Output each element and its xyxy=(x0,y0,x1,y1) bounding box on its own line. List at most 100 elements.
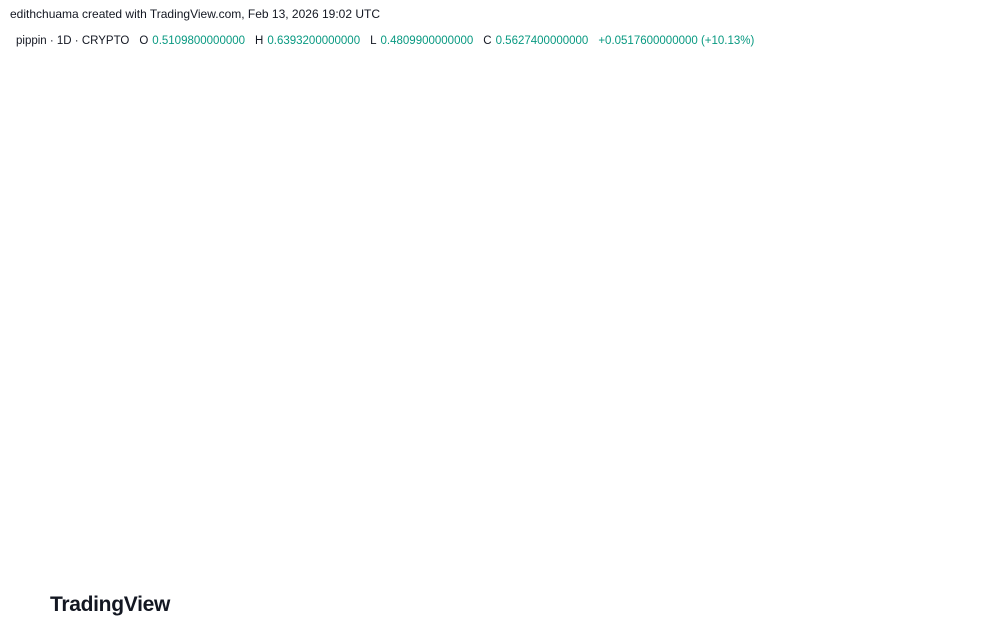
candle-body xyxy=(42,499,46,502)
candle-body xyxy=(282,465,286,470)
candle-body xyxy=(582,306,586,313)
candle-body xyxy=(60,499,64,501)
y-tick-label: 0.4500000000000 xyxy=(880,224,977,238)
event-icon[interactable] xyxy=(753,499,773,519)
candle-body xyxy=(666,232,670,264)
y-tick-label: 0.3500000000000 xyxy=(880,286,977,300)
candle-body xyxy=(186,488,190,491)
candle-body xyxy=(720,398,724,408)
candle-body xyxy=(450,207,454,239)
y-tick-label: 0.4000000000000 xyxy=(880,255,977,269)
candle-body xyxy=(444,238,448,294)
candle-body xyxy=(312,450,316,460)
candle-body xyxy=(138,490,142,492)
candle-body xyxy=(570,306,574,313)
attribution: edithchuama created with TradingView.com… xyxy=(10,7,380,21)
y-tick-label: −0.0500000000000 xyxy=(880,532,984,546)
candle-body xyxy=(300,468,304,471)
candle-body xyxy=(108,485,112,494)
symbol: pippin · 1D · CRYPTO xyxy=(16,35,130,47)
y-tick-label: 0.7000000000000 xyxy=(880,71,977,85)
candle-body xyxy=(744,275,748,328)
candle-body xyxy=(546,256,550,307)
candle-body xyxy=(144,490,148,494)
candle-body xyxy=(354,355,358,402)
candle-body xyxy=(150,491,154,494)
y-tick-label: 0.1000000000000 xyxy=(880,440,977,454)
candle-body xyxy=(222,490,226,493)
candle-body xyxy=(510,238,514,251)
candle-body xyxy=(678,324,682,362)
y-tick-label: 0.2000000000000 xyxy=(880,378,977,392)
x-tick-label: Mar xyxy=(850,554,871,568)
candle-body xyxy=(342,382,346,393)
flag-icon[interactable] xyxy=(753,523,773,543)
y-tick-label: 0.1500000000000 xyxy=(880,409,977,423)
candle-body xyxy=(258,492,262,495)
candle-body xyxy=(756,195,760,220)
candle-body xyxy=(210,489,214,492)
candle-body xyxy=(336,367,340,383)
candle-body xyxy=(228,491,232,493)
candle-body xyxy=(612,309,616,325)
candle-body xyxy=(732,336,736,396)
candle-body xyxy=(600,312,604,322)
candle-body xyxy=(576,306,580,313)
chart-frame xyxy=(9,27,988,576)
candle-body xyxy=(12,501,16,505)
candle-body xyxy=(648,293,652,319)
y-tick-label: 0.3000000000000 xyxy=(880,317,977,331)
candle-body xyxy=(522,189,526,233)
candle-body xyxy=(102,485,106,491)
candle-body xyxy=(468,183,472,202)
candle-body xyxy=(738,327,742,337)
candle-body xyxy=(234,491,238,494)
candle-body xyxy=(366,312,370,368)
candle-body xyxy=(624,281,628,337)
candle-body xyxy=(162,489,166,493)
y-tick-label: 0.0500000000000 xyxy=(880,470,977,484)
y-tick-label: 0.6500000000000 xyxy=(880,101,977,115)
candle-body xyxy=(156,489,160,492)
plot-area xyxy=(10,75,866,507)
candle-body xyxy=(48,499,52,501)
candle-body xyxy=(24,501,28,503)
low-label: L xyxy=(370,35,377,47)
open-label: O xyxy=(139,35,149,47)
x-tick-label: 2026 xyxy=(493,554,520,568)
candle-body xyxy=(516,189,520,239)
candle-body xyxy=(168,491,172,493)
candle-body xyxy=(126,487,130,495)
candle-body xyxy=(534,287,538,325)
price-badge-label: 0.3024476190476 xyxy=(880,316,977,330)
event-icon-glyph xyxy=(759,502,767,516)
y-tick-label: 0.6000000000000 xyxy=(880,132,977,146)
candle-body xyxy=(690,392,694,399)
candle-body xyxy=(456,195,460,208)
x-tick-label: Feb xyxy=(682,554,703,568)
candle-body xyxy=(132,487,136,492)
candle-body xyxy=(294,467,298,471)
candle-body xyxy=(594,312,598,319)
candle-body xyxy=(726,395,730,408)
candle-body xyxy=(462,183,466,196)
candle-body xyxy=(474,201,478,227)
candle-body xyxy=(360,367,364,402)
y-tick-label: −0.0000000000000 xyxy=(880,501,984,515)
candle-body xyxy=(240,491,244,494)
candle-body xyxy=(84,491,88,498)
candle-body xyxy=(198,489,202,492)
y-tick-label: 0.7500000000000 xyxy=(880,40,977,54)
flag-icon[interactable] xyxy=(784,523,804,543)
candle-body xyxy=(384,299,388,307)
candle-body xyxy=(684,361,688,393)
candle-body xyxy=(180,488,184,491)
candle-body xyxy=(750,219,754,276)
candle-body xyxy=(498,253,502,264)
close-value: 0.5627400000000 xyxy=(495,35,589,47)
candle-body xyxy=(420,256,424,276)
high-value: 0.6393200000000 xyxy=(267,35,361,47)
candle-body xyxy=(18,502,22,505)
candle-body xyxy=(528,232,532,288)
